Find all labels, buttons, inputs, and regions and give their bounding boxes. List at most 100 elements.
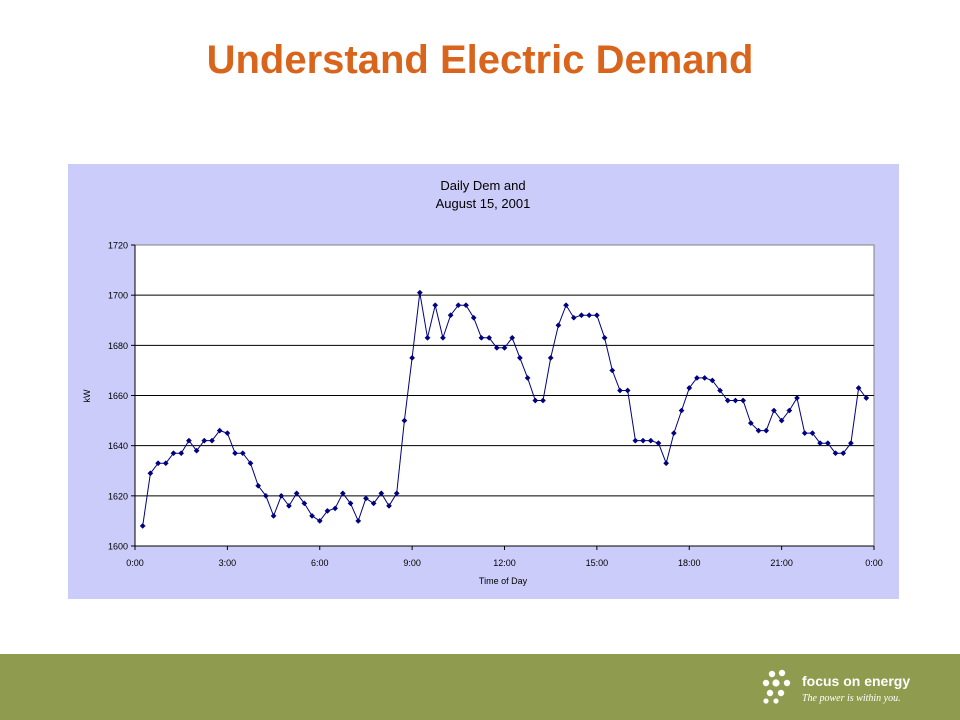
data-point [686, 385, 693, 391]
data-point [147, 470, 154, 477]
data-point [778, 417, 785, 424]
gridlines [135, 294, 874, 497]
data-point [278, 492, 285, 499]
data-point [432, 302, 439, 309]
x-axis-ticks: 0:00 3:00 6:00 9:00 12:00 15:00 18:00 21:00 0:00 [126, 545, 883, 568]
logo-tagline: The power is within you. [802, 693, 901, 704]
data-point [693, 374, 700, 381]
data-point [547, 354, 554, 361]
data-point [155, 460, 162, 467]
data-point [139, 522, 146, 529]
series-markers [139, 289, 870, 529]
data-point [540, 397, 546, 404]
data-point [493, 344, 500, 351]
logo-dots-icon [762, 669, 791, 704]
y-axis-ticks: 1600 1620 1640 1660 1680 1700 1720 [108, 241, 136, 552]
data-point [570, 314, 577, 321]
y-axis-label: kW [82, 389, 92, 403]
data-point [763, 427, 770, 434]
chart-title-line-1: Daily Dem and [440, 178, 525, 193]
data-point [755, 427, 762, 434]
data-point [239, 450, 246, 457]
data-point [255, 482, 262, 489]
data-point [770, 407, 777, 414]
data-point [740, 397, 747, 404]
data-point [655, 440, 662, 447]
y-tick-label: 1700 [108, 291, 128, 301]
data-point [794, 395, 800, 401]
data-point [832, 450, 839, 457]
data-point [247, 460, 254, 467]
data-point [393, 490, 400, 497]
data-point [309, 512, 316, 519]
data-point [416, 289, 423, 296]
x-tick-label: 0:00 [126, 558, 144, 568]
data-point [455, 302, 462, 309]
data-point [586, 312, 593, 319]
data-point [232, 450, 239, 457]
data-point [355, 517, 362, 524]
data-point [786, 407, 793, 414]
data-point [840, 450, 847, 457]
data-point [747, 420, 754, 427]
data-point [863, 395, 870, 401]
data-point [293, 490, 300, 497]
data-point [270, 512, 277, 519]
data-point [532, 397, 539, 404]
data-point [732, 397, 739, 404]
data-point [801, 430, 808, 437]
data-point [424, 334, 431, 341]
data-point [339, 490, 346, 497]
data-point [170, 450, 177, 457]
data-point [855, 385, 862, 391]
data-point [209, 437, 215, 444]
data-point [509, 334, 516, 341]
y-tick-label: 1640 [108, 441, 128, 451]
x-tick-label: 6:00 [311, 558, 329, 568]
data-point [178, 450, 185, 457]
data-point [347, 500, 354, 507]
data-point [563, 302, 570, 309]
data-point [185, 437, 192, 444]
data-point [409, 354, 416, 361]
x-tick-label: 0:00 [865, 558, 883, 568]
data-point [609, 367, 616, 374]
data-point [593, 312, 600, 319]
focus-on-energy-logo: focus on energy The power is within you. [762, 666, 952, 712]
data-point [501, 344, 508, 351]
data-point [193, 447, 200, 454]
logo-text: focus on energy [802, 673, 911, 689]
y-tick-label: 1720 [108, 241, 128, 251]
data-point [701, 374, 708, 381]
data-point [463, 302, 469, 309]
data-point [262, 492, 269, 499]
y-tick-label: 1680 [108, 341, 128, 351]
data-point [724, 397, 731, 404]
data-point [817, 440, 824, 447]
data-point [617, 387, 623, 394]
data-point [717, 387, 723, 394]
data-point [624, 387, 631, 394]
x-tick-label: 21:00 [770, 558, 793, 568]
data-point [647, 437, 654, 444]
data-point [332, 505, 339, 512]
chart-panel: Daily Dem and August 15, 2001 1600 1620 16… [68, 164, 899, 599]
data-point [824, 440, 831, 447]
demand-line-chart: Daily Dem and August 15, 2001 1600162016… [82, 178, 883, 586]
data-point [578, 312, 585, 319]
data-point [670, 430, 677, 437]
y-tick-label: 1600 [108, 542, 128, 552]
data-point [362, 495, 369, 502]
x-tick-label: 12:00 [493, 558, 516, 568]
data-point [601, 334, 608, 341]
data-point [316, 517, 323, 524]
y-tick-label: 1620 [108, 491, 128, 501]
x-tick-label: 9:00 [403, 558, 421, 568]
data-point [324, 507, 331, 514]
data-point [632, 437, 639, 444]
slide-title: Understand Electric Demand [206, 38, 754, 82]
data-point [370, 500, 377, 507]
data-point [524, 374, 531, 381]
x-tick-label: 18:00 [678, 558, 701, 568]
data-point [478, 334, 485, 341]
